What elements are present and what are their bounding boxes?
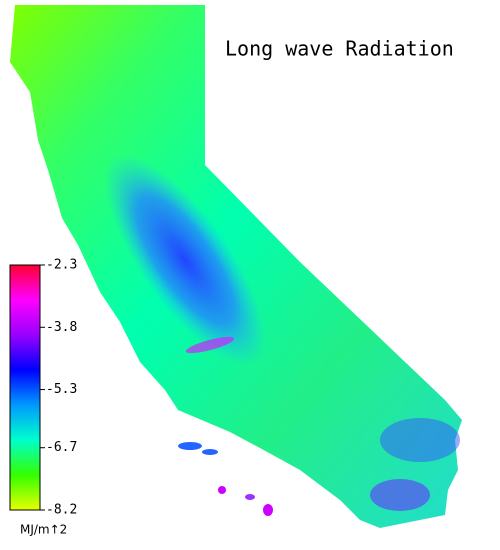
island xyxy=(245,494,255,500)
tick-label: -3.8 xyxy=(46,320,77,335)
tick-label: -8.2 xyxy=(46,503,77,518)
map-title: Long wave Radiation xyxy=(225,37,454,61)
colorbar-unit: MJ/m↑2 xyxy=(20,523,67,537)
colorbar xyxy=(9,264,41,511)
mountains xyxy=(370,479,430,511)
hotspot xyxy=(185,336,235,354)
island xyxy=(263,504,273,516)
island xyxy=(178,442,202,450)
tick-label: -6.7 xyxy=(46,440,77,455)
tick-label: -2.3 xyxy=(46,258,77,273)
california xyxy=(10,5,462,528)
island xyxy=(218,486,226,494)
tick-label: -5.3 xyxy=(46,382,77,397)
island xyxy=(202,449,218,455)
mountains xyxy=(380,418,460,462)
central-valley xyxy=(104,154,266,366)
